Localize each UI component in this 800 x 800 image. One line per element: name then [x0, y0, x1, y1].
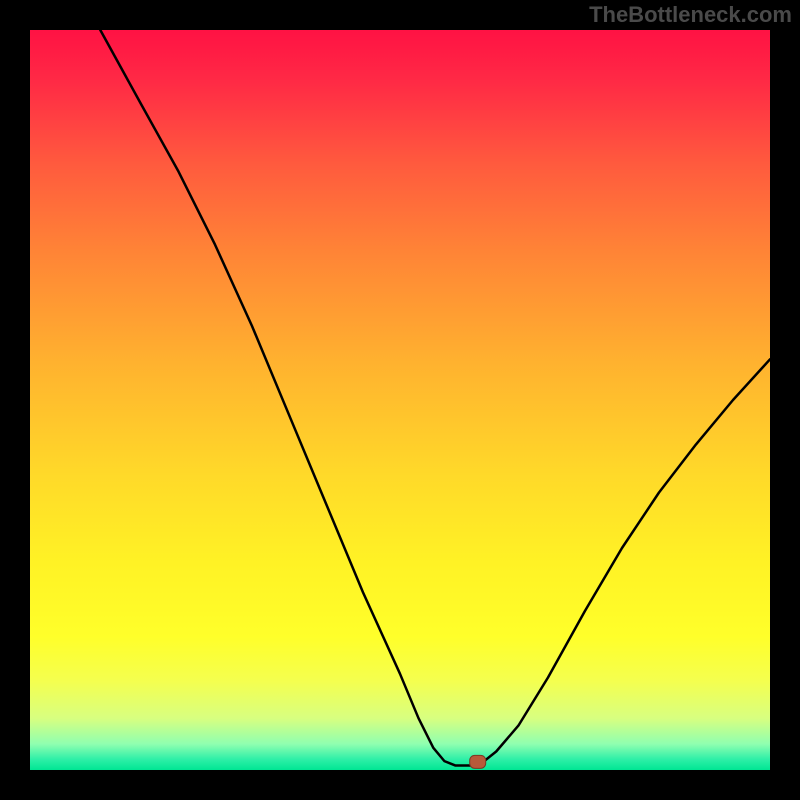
watermark-text: TheBottleneck.com: [589, 2, 792, 28]
bottleneck-chart: [0, 0, 800, 800]
gradient-plot-area: [30, 30, 770, 770]
optimal-point-marker: [470, 755, 486, 768]
chart-container: TheBottleneck.com: [0, 0, 800, 800]
